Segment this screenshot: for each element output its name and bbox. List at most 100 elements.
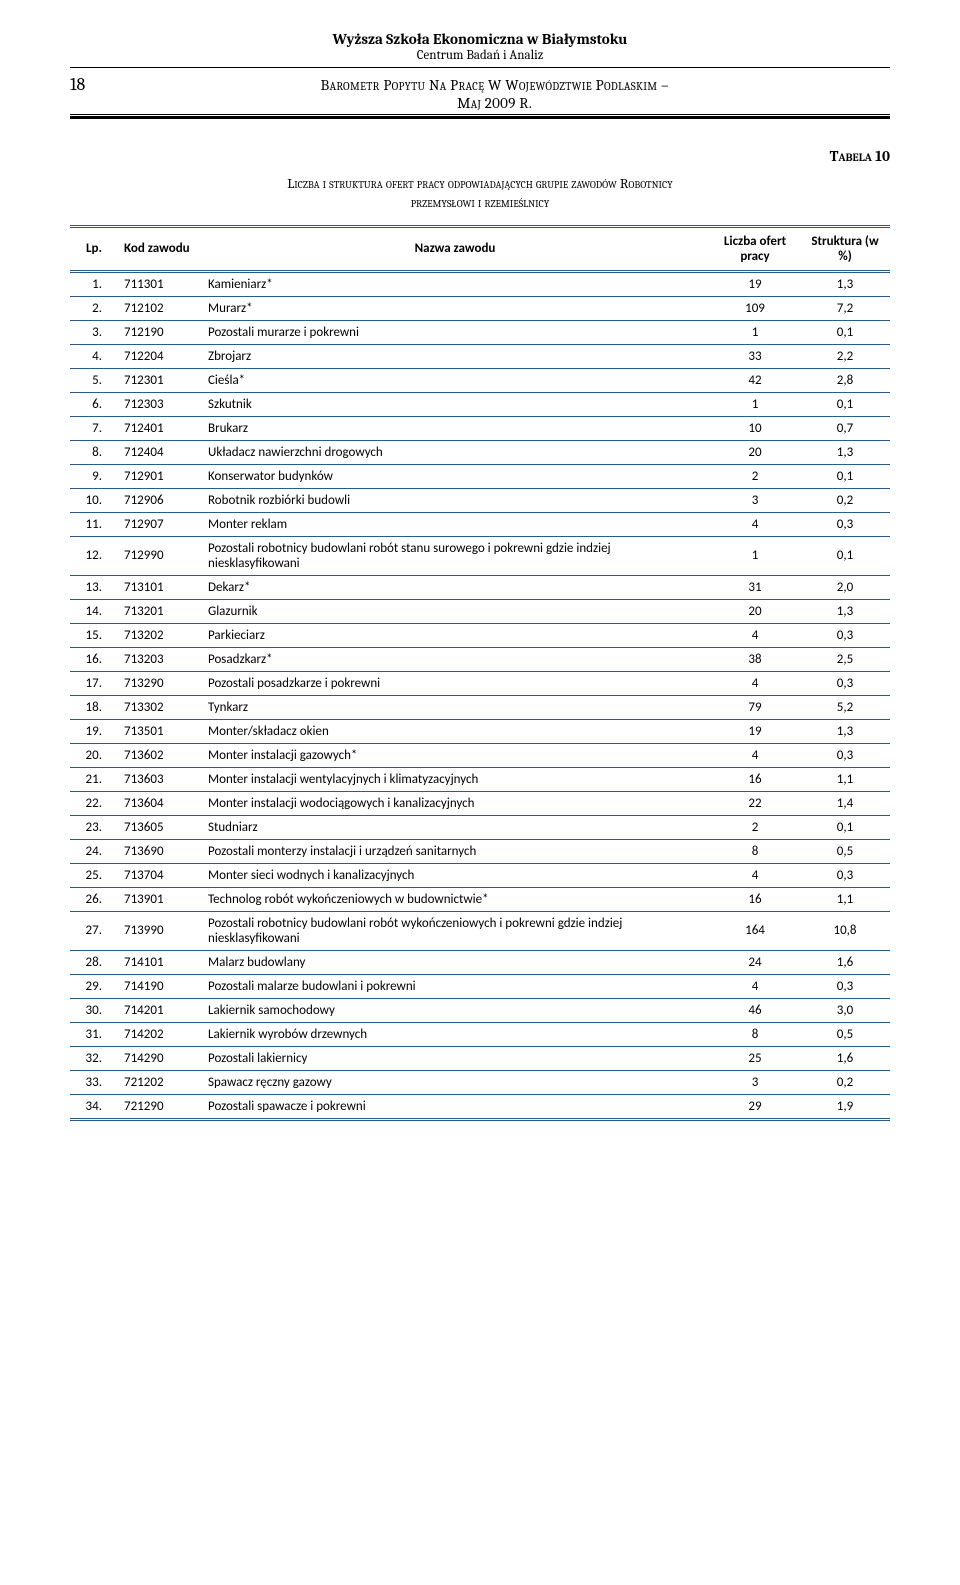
table-caption: Liczba i struktura ofert pracy odpowiada… [70, 175, 890, 213]
cell-struktura: 2,0 [800, 575, 890, 599]
table-row: 18.713302Tynkarz795,2 [70, 695, 890, 719]
cell-lp: 33. [70, 1070, 110, 1094]
cell-struktura: 0,1 [800, 815, 890, 839]
table-row: 12.712990Pozostali robotnicy budowlani r… [70, 536, 890, 575]
cell-kod: 713604 [110, 791, 200, 815]
cell-liczba: 164 [710, 911, 800, 950]
cell-kod: 712102 [110, 296, 200, 320]
table-row: 5.712301Cieśla*422,8 [70, 368, 890, 392]
cell-lp: 12. [70, 536, 110, 575]
table-row: 34.721290Pozostali spawacze i pokrewni29… [70, 1094, 890, 1119]
table-row: 30.714201Lakiernik samochodowy463,0 [70, 998, 890, 1022]
cell-kod: 712301 [110, 368, 200, 392]
table-row: 27.713990Pozostali robotnicy budowlani r… [70, 911, 890, 950]
cell-liczba: 38 [710, 647, 800, 671]
cell-nazwa: Monter instalacji gazowych* [200, 743, 710, 767]
col-header-kod: Kod zawodu [110, 226, 200, 271]
cell-liczba: 4 [710, 512, 800, 536]
cell-nazwa: Spawacz ręczny gazowy [200, 1070, 710, 1094]
cell-kod: 712303 [110, 392, 200, 416]
cell-nazwa: Kamieniarz* [200, 271, 710, 296]
cell-lp: 28. [70, 950, 110, 974]
cell-liczba: 19 [710, 271, 800, 296]
cell-kod: 712990 [110, 536, 200, 575]
table-row: 3.712190Pozostali murarze i pokrewni10,1 [70, 320, 890, 344]
cell-lp: 6. [70, 392, 110, 416]
cell-lp: 3. [70, 320, 110, 344]
institution-name: Wyższa Szkoła Ekonomiczna w Białymstoku [70, 30, 890, 48]
cell-nazwa: Dekarz* [200, 575, 710, 599]
table-row: 1.711301Kamieniarz*191,3 [70, 271, 890, 296]
cell-liczba: 109 [710, 296, 800, 320]
cell-kod: 721290 [110, 1094, 200, 1119]
cell-kod: 713603 [110, 767, 200, 791]
table-row: 13.713101Dekarz*312,0 [70, 575, 890, 599]
cell-liczba: 1 [710, 536, 800, 575]
cell-lp: 14. [70, 599, 110, 623]
cell-nazwa: Monter sieci wodnych i kanalizacyjnych [200, 863, 710, 887]
cell-struktura: 0,3 [800, 974, 890, 998]
cell-liczba: 79 [710, 695, 800, 719]
cell-nazwa: Cieśla* [200, 368, 710, 392]
table-row: 31.714202Lakiernik wyrobów drzewnych80,5 [70, 1022, 890, 1046]
cell-nazwa: Pozostali lakiernicy [200, 1046, 710, 1070]
cell-struktura: 0,5 [800, 839, 890, 863]
cell-nazwa: Monter instalacji wentylacyjnych i klima… [200, 767, 710, 791]
cell-lp: 7. [70, 416, 110, 440]
cell-nazwa: Zbrojarz [200, 344, 710, 368]
cell-kod: 713101 [110, 575, 200, 599]
table-row: 20.713602Monter instalacji gazowych*40,3 [70, 743, 890, 767]
table-row: 21.713603Monter instalacji wentylacyjnyc… [70, 767, 890, 791]
cell-kod: 713203 [110, 647, 200, 671]
table-header-row: Lp. Kod zawodu Nazwa zawodu Liczba ofert… [70, 226, 890, 271]
cell-kod: 713690 [110, 839, 200, 863]
cell-liczba: 20 [710, 599, 800, 623]
cell-struktura: 1,3 [800, 719, 890, 743]
cell-nazwa: Technolog robót wykończeniowych w budown… [200, 887, 710, 911]
cell-nazwa: Pozostali robotnicy budowlani robót stan… [200, 536, 710, 575]
table-row: 10.712906Robotnik rozbiórki budowli30,2 [70, 488, 890, 512]
document-header: Wyższa Szkoła Ekonomiczna w Białymstoku … [70, 30, 890, 63]
cell-struktura: 0,7 [800, 416, 890, 440]
cell-struktura: 0,3 [800, 512, 890, 536]
cell-liczba: 8 [710, 839, 800, 863]
cell-lp: 15. [70, 623, 110, 647]
cell-nazwa: Parkieciarz [200, 623, 710, 647]
cell-lp: 8. [70, 440, 110, 464]
table-row: 28.714101Malarz budowlany241,6 [70, 950, 890, 974]
cell-liczba: 16 [710, 887, 800, 911]
cell-struktura: 1,3 [800, 599, 890, 623]
cell-nazwa: Monter reklam [200, 512, 710, 536]
cell-liczba: 42 [710, 368, 800, 392]
cell-lp: 21. [70, 767, 110, 791]
cell-lp: 34. [70, 1094, 110, 1119]
cell-lp: 4. [70, 344, 110, 368]
cell-struktura: 1,6 [800, 950, 890, 974]
cell-struktura: 0,5 [800, 1022, 890, 1046]
cell-struktura: 0,1 [800, 536, 890, 575]
cell-struktura: 0,1 [800, 320, 890, 344]
cell-liczba: 10 [710, 416, 800, 440]
cell-lp: 11. [70, 512, 110, 536]
cell-kod: 713990 [110, 911, 200, 950]
title-row: 18 Barometr Popytu Na Pracę W Województw… [70, 74, 890, 112]
cell-liczba: 24 [710, 950, 800, 974]
cell-struktura: 1,1 [800, 887, 890, 911]
cell-nazwa: Pozostali posadzkarze i pokrewni [200, 671, 710, 695]
table-row: 15.713202Parkieciarz40,3 [70, 623, 890, 647]
table-row: 17.713290Pozostali posadzkarze i pokrewn… [70, 671, 890, 695]
caption-line1: Liczba i struktura ofert pracy odpowiada… [287, 175, 673, 192]
cell-lp: 22. [70, 791, 110, 815]
table-row: 7.712401Brukarz100,7 [70, 416, 890, 440]
cell-lp: 32. [70, 1046, 110, 1070]
cell-kod: 714290 [110, 1046, 200, 1070]
cell-kod: 712901 [110, 464, 200, 488]
cell-liczba: 3 [710, 1070, 800, 1094]
cell-liczba: 19 [710, 719, 800, 743]
cell-liczba: 4 [710, 671, 800, 695]
cell-kod: 712404 [110, 440, 200, 464]
cell-nazwa: Układacz nawierzchni drogowych [200, 440, 710, 464]
cell-struktura: 0,1 [800, 392, 890, 416]
cell-liczba: 22 [710, 791, 800, 815]
table-row: 22.713604Monter instalacji wodociągowych… [70, 791, 890, 815]
